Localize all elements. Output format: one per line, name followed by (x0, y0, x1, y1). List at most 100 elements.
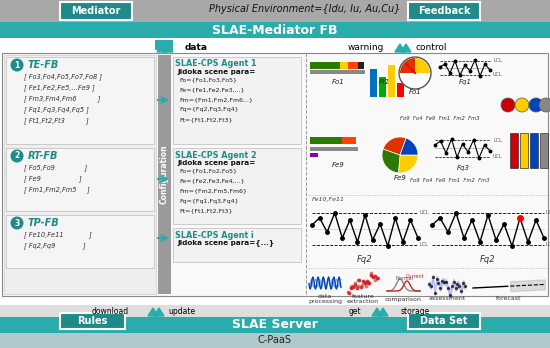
Text: [ Fm3,Fm4,Fm6          ]: [ Fm3,Fm4,Fm6 ] (24, 96, 100, 102)
Bar (397, 83, 404, 97)
Point (449, 279, 458, 284)
Bar (379, 77, 386, 97)
Point (371, 274, 380, 279)
Text: download: download (91, 307, 129, 316)
Text: SLAE-CPS Agent 1: SLAE-CPS Agent 1 (175, 60, 256, 69)
Point (354, 278, 362, 283)
Text: comparison: comparison (384, 296, 421, 301)
Text: control: control (415, 42, 447, 52)
Bar (173, 228, 301, 262)
Point (350, 282, 359, 288)
Text: Rules: Rules (77, 316, 107, 326)
Text: Fo={Fo1,Fo3,Fo5}: Fo={Fo1,Fo3,Fo5} (179, 78, 237, 82)
Circle shape (10, 216, 24, 229)
Polygon shape (401, 44, 411, 52)
Bar (388, 65, 395, 97)
Text: LCL: LCL (493, 137, 502, 142)
Text: Fq2: Fq2 (357, 255, 373, 264)
Point (446, 292, 454, 298)
Text: Jidoka scene para=: Jidoka scene para= (177, 69, 255, 75)
Wedge shape (415, 58, 430, 73)
Text: assessment: assessment (428, 296, 466, 301)
Point (436, 285, 445, 291)
Point (349, 284, 358, 290)
Bar (348, 62, 358, 69)
Circle shape (515, 98, 529, 112)
Bar (408, 2, 480, 20)
Text: SLAE-Mediator FB: SLAE-Mediator FB (212, 24, 338, 37)
Text: UCL: UCL (493, 155, 503, 159)
Text: data
processing: data processing (308, 294, 342, 304)
Text: Fo1: Fo1 (332, 79, 344, 85)
Text: storage: storage (400, 307, 430, 316)
Text: SLAE Server: SLAE Server (232, 318, 318, 332)
Point (361, 280, 370, 285)
Wedge shape (383, 137, 406, 155)
Bar (540, 133, 548, 168)
Circle shape (539, 98, 550, 112)
Circle shape (501, 98, 515, 112)
Circle shape (399, 57, 431, 89)
Point (459, 280, 468, 286)
Point (430, 290, 439, 295)
Point (442, 279, 450, 285)
Point (359, 279, 367, 284)
Text: [ Fe10,Fe11            ]: [ Fe10,Fe11 ] (24, 232, 92, 238)
Text: warning: warning (348, 42, 384, 52)
Text: Fe={Fe2,Fe3,Fe4,...}: Fe={Fe2,Fe3,Fe4,...} (179, 179, 245, 183)
Point (364, 279, 372, 285)
Bar (2, 53, 548, 296)
Point (432, 276, 441, 282)
Point (443, 285, 452, 291)
Text: 2: 2 (14, 151, 20, 160)
Wedge shape (400, 58, 415, 73)
Text: LCL: LCL (493, 58, 502, 63)
Point (370, 277, 379, 282)
Circle shape (10, 58, 24, 71)
Text: Feedback: Feedback (418, 6, 470, 16)
Bar (370, 69, 377, 97)
Bar (173, 57, 301, 144)
Bar (6, 57, 154, 144)
Point (455, 283, 464, 289)
Bar (0, 305, 550, 319)
Point (367, 272, 376, 278)
Point (344, 289, 353, 295)
Wedge shape (382, 149, 400, 173)
Polygon shape (163, 44, 173, 52)
Bar (310, 147, 358, 151)
Text: Fe9: Fe9 (394, 175, 406, 181)
Bar (60, 2, 132, 20)
Circle shape (10, 150, 24, 163)
Bar (173, 148, 301, 224)
Point (426, 283, 435, 288)
Text: Fe10,Fe11: Fe10,Fe11 (312, 198, 345, 203)
Bar (340, 62, 348, 69)
Bar (510, 133, 518, 168)
Point (351, 280, 360, 286)
Point (368, 275, 377, 280)
Polygon shape (154, 308, 164, 316)
Text: Fo9  Fo4  Fe9  Fm1  Fm2  Fm3: Fo9 Fo4 Fe9 Fm1 Fm2 Fm3 (400, 116, 480, 120)
Point (453, 281, 462, 286)
Bar (6, 148, 154, 211)
Bar (0, 22, 550, 38)
Bar (6, 215, 154, 268)
Text: Fo9  Fo4  Fe9  Fm1  Fm2  Fm3: Fo9 Fo4 Fe9 Fm1 Fm2 Fm3 (410, 177, 490, 182)
Point (356, 285, 365, 290)
Point (367, 273, 376, 279)
Polygon shape (148, 308, 158, 316)
Point (447, 283, 456, 289)
Point (434, 280, 443, 285)
Point (373, 276, 382, 281)
Text: forecast: forecast (496, 296, 522, 301)
Point (366, 270, 375, 276)
Point (438, 278, 447, 284)
Point (361, 283, 370, 289)
Point (457, 288, 466, 293)
Bar (342, 137, 356, 144)
Bar (155, 40, 173, 50)
Text: [ Fo5,Fo9              ]: [ Fo5,Fo9 ] (24, 165, 87, 171)
Text: [ Fq2,Fq9             ]: [ Fq2,Fq9 ] (24, 243, 86, 250)
Point (365, 280, 373, 286)
